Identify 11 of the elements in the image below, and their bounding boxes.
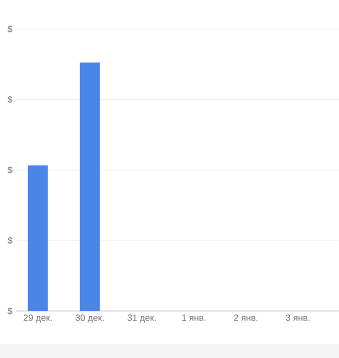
text: $ [8,307,12,315]
x-tick-label: 30 дек. [76,314,104,323]
text: $ [8,25,12,33]
x-tick-label: 1 янв. [182,314,206,321]
x-tick-label: 2 янв. [234,314,258,321]
x-tick-label: 3 янв. [286,314,310,321]
text: $ [8,166,12,174]
x-tick-label: 31 дек. [128,314,156,323]
text: $ [8,96,12,104]
x-tick-label: 29 дек. [24,314,52,323]
text: $ [8,236,12,244]
